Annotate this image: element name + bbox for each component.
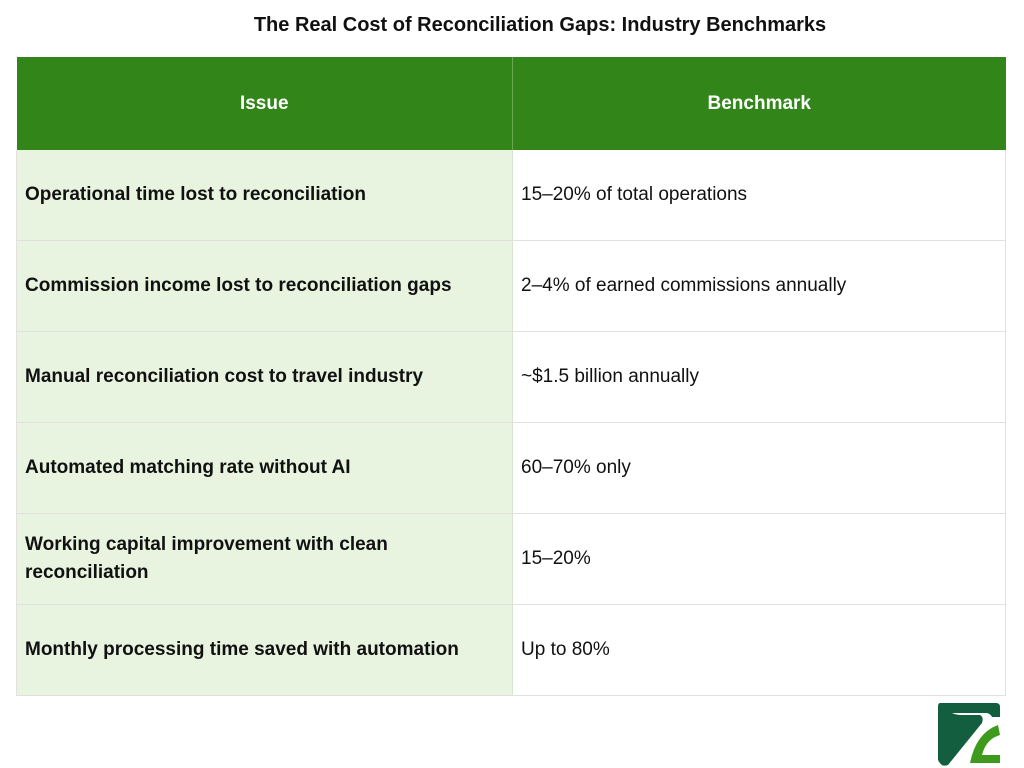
issue-cell: Monthly processing time saved with autom… <box>16 604 513 696</box>
benchmark-cell: 15–20% <box>512 513 1006 605</box>
column-header-benchmark: Benchmark <box>512 57 1006 150</box>
benchmark-cell: Up to 80% <box>512 604 1006 696</box>
benchmark-cell: 60–70% only <box>512 422 1006 514</box>
table-header-row: Issue Benchmark <box>16 57 1006 150</box>
table-row: Manual reconciliation cost to travel ind… <box>16 331 1006 423</box>
table-row: Operational time lost to reconciliation 1… <box>16 150 1006 241</box>
column-header-issue: Issue <box>16 57 513 150</box>
benchmark-cell: 2–4% of earned commissions annually <box>512 240 1006 332</box>
issue-cell: Manual reconciliation cost to travel ind… <box>16 331 513 423</box>
benchmarks-table: Issue Benchmark Operational time lost to… <box>16 57 1006 696</box>
page-title: The Real Cost of Reconciliation Gaps: In… <box>253 14 827 36</box>
table-row: Commission income lost to reconciliation… <box>16 240 1006 332</box>
table-row: Automated matching rate without AI 60–70%… <box>16 422 1006 514</box>
table-row: Monthly processing time saved with autom… <box>16 604 1006 696</box>
table-row: Working capital improvement with clean r… <box>16 513 1006 605</box>
issue-cell: Automated matching rate without AI <box>16 422 513 514</box>
issue-cell: Commission income lost to reconciliation… <box>16 240 513 332</box>
brand-logo-icon <box>938 703 1000 766</box>
issue-cell: Working capital improvement with clean r… <box>16 513 513 605</box>
issue-cell: Operational time lost to reconciliation <box>16 150 513 241</box>
benchmark-cell: 15–20% of total operations <box>512 150 1006 241</box>
benchmark-cell: ~$1.5 billion annually <box>512 331 1006 423</box>
